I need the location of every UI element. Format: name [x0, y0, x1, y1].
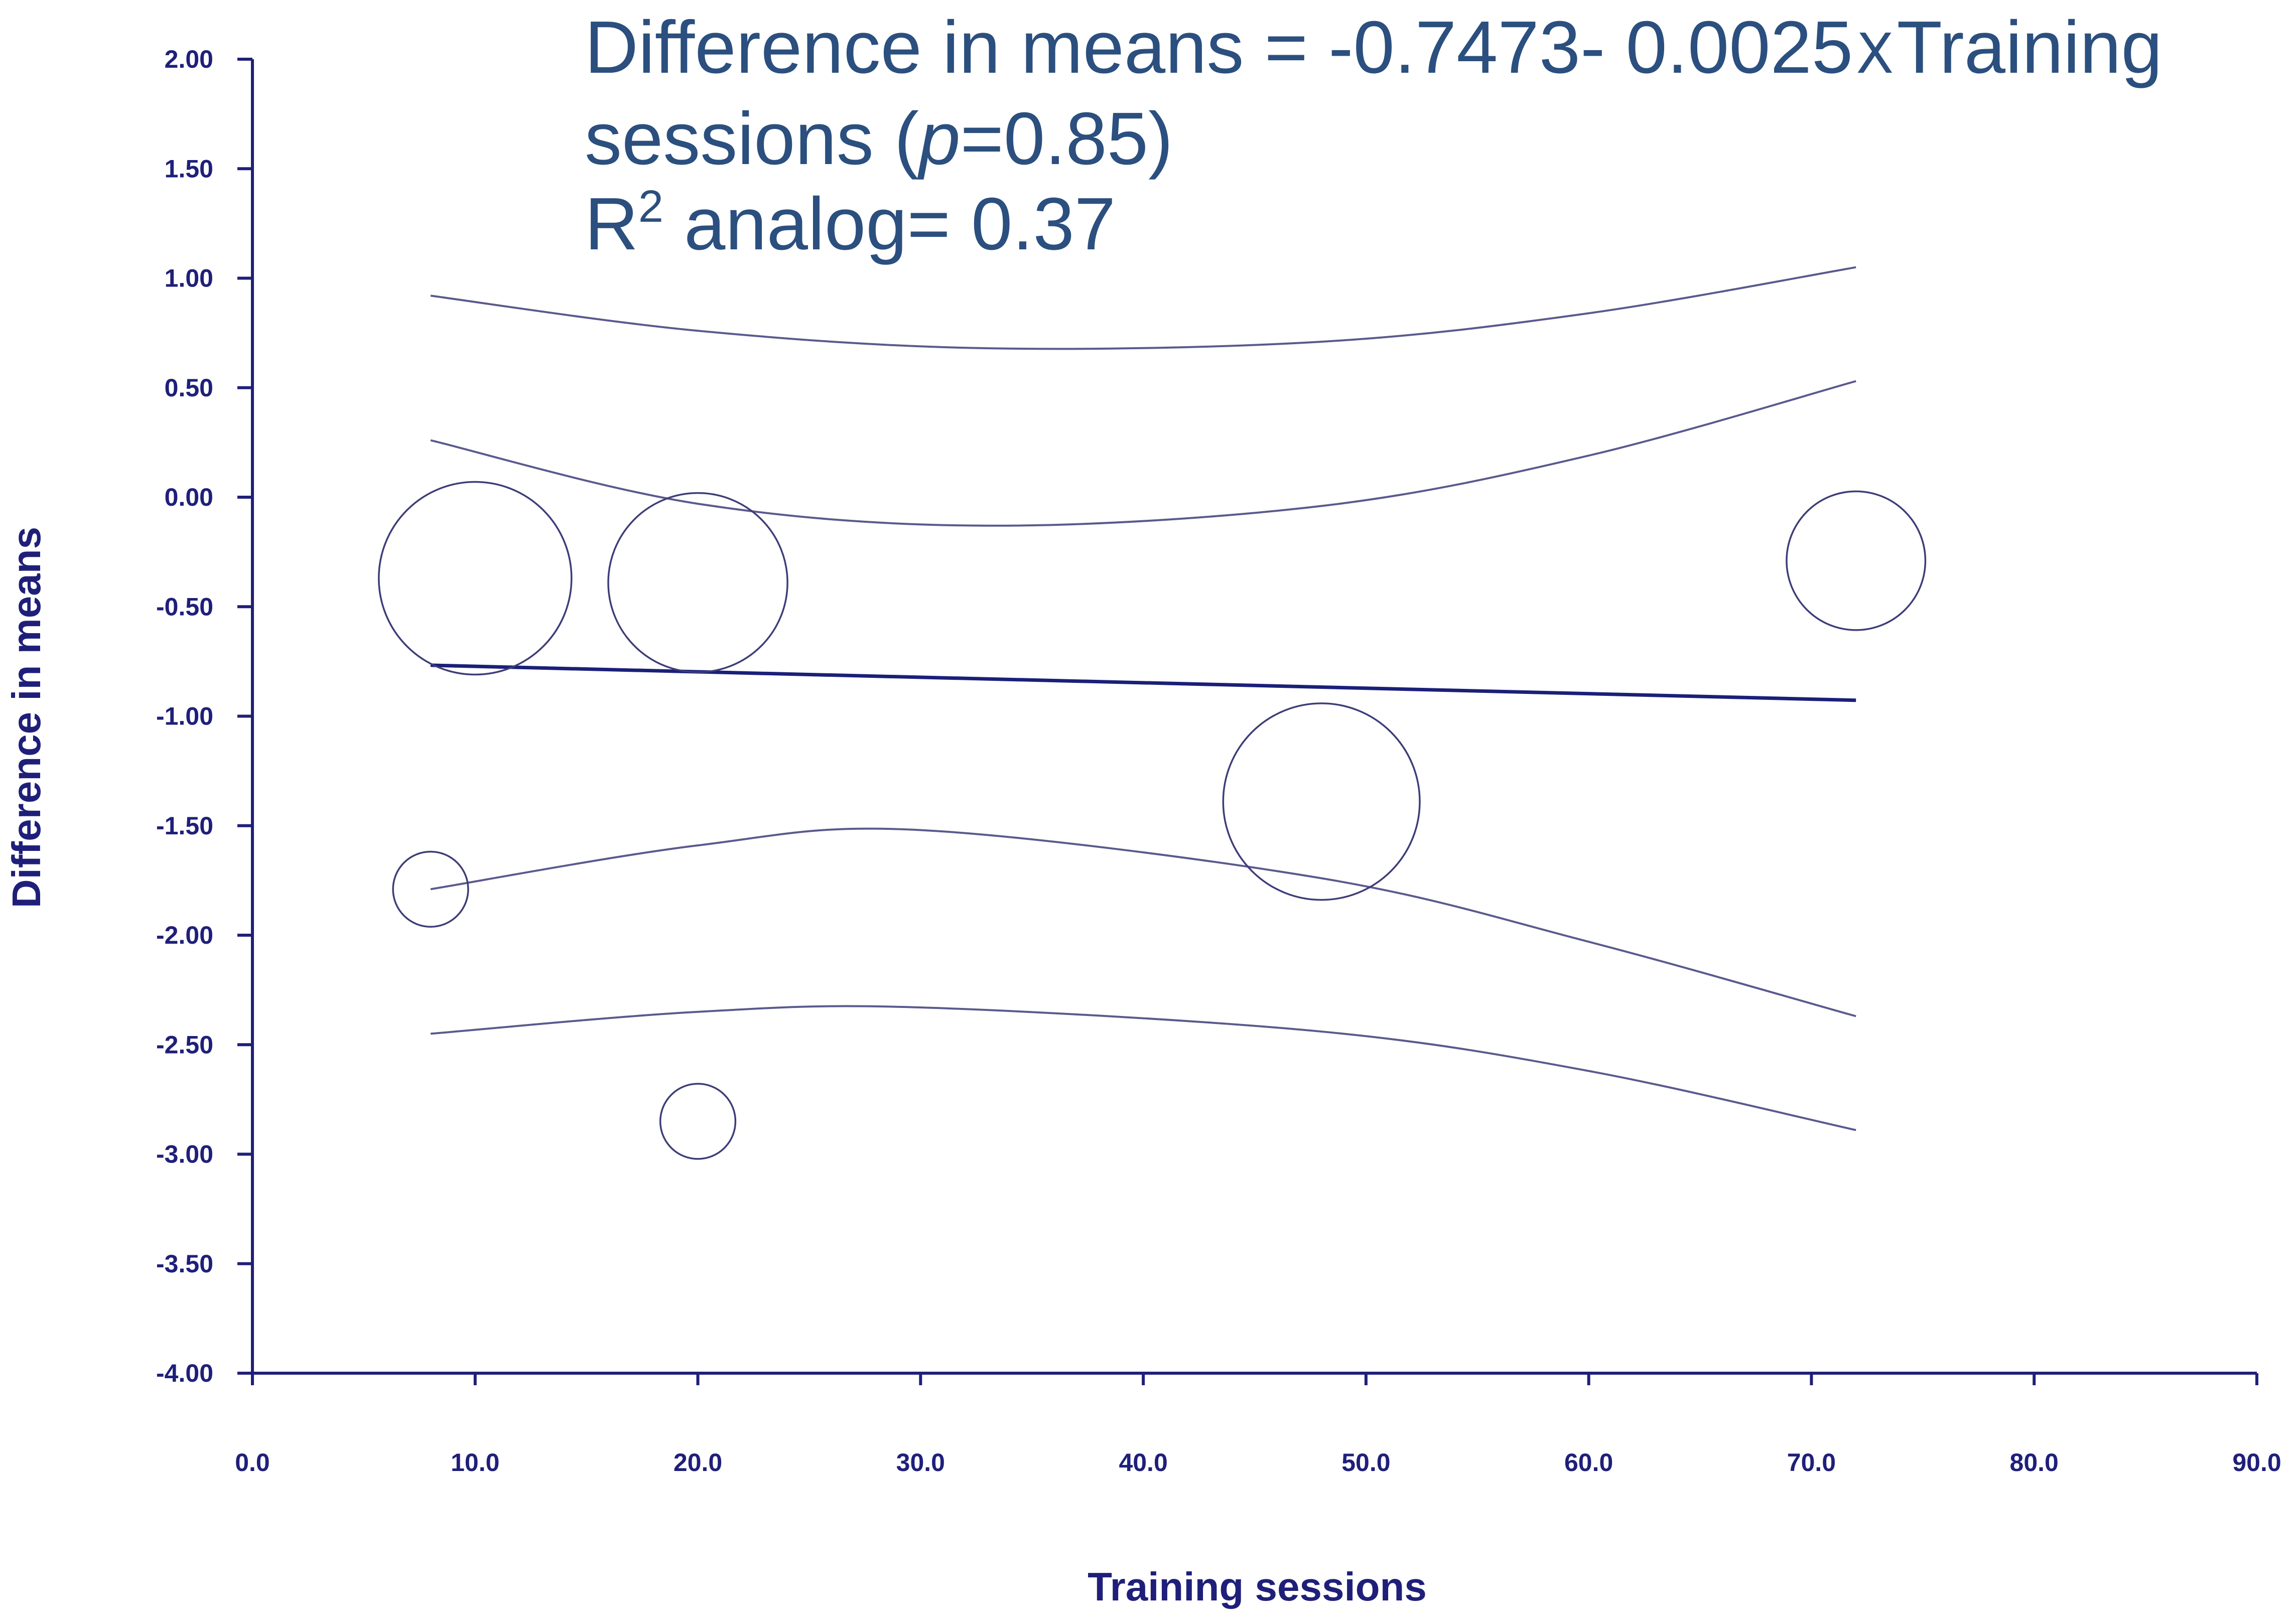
y-tick-label: -3.00: [156, 1140, 213, 1168]
annotation-sessions-label: sessions (: [585, 97, 919, 180]
regression-layer: [430, 663, 1856, 702]
study-point-1: [378, 481, 573, 676]
study-point-5: [392, 850, 469, 928]
x-tick-label: 90.0: [2232, 1448, 2281, 1477]
band-lower-outer: [430, 1005, 1856, 1131]
x-tick-label: 10.0: [451, 1448, 499, 1477]
x-tick-label: 70.0: [1787, 1448, 1836, 1477]
y-tick-label: -3.50: [156, 1250, 213, 1278]
y-tick-label: -2.50: [156, 1031, 213, 1059]
annotation-line-1: Difference in means = -0.7473- 0.0025XTr…: [585, 5, 2163, 96]
annotation-line-2: sessions (p=0.85): [585, 96, 2163, 182]
annotation-p-value: =0.85): [960, 97, 1173, 180]
y-tick-label: -1.00: [156, 702, 213, 730]
annotation-equation-term: Training: [1897, 6, 2163, 89]
band-upper-inner: [430, 380, 1856, 527]
x-tick-label: 0.0: [235, 1448, 270, 1477]
annotation-equation: Difference in means = -0.7473- 0.0025: [585, 6, 1853, 89]
study-point-3: [1786, 490, 1927, 631]
regression-line: [430, 663, 1856, 702]
regression-annotation: Difference in means = -0.7473- 0.0025XTr…: [585, 5, 2163, 267]
y-axis-title: Difference in means: [4, 527, 49, 908]
annotation-r-superscript: 2: [638, 182, 663, 232]
confidence-bands: [430, 266, 1856, 1131]
x-tick-label: 40.0: [1119, 1448, 1167, 1477]
band-upper-outer: [430, 266, 1856, 350]
y-tick-label: -0.50: [156, 593, 213, 621]
x-tick-label: 30.0: [896, 1448, 945, 1477]
x-tick-label: 80.0: [2010, 1448, 2059, 1477]
y-tick-label: -4.00: [156, 1359, 213, 1387]
study-point-2: [607, 492, 788, 673]
annotation-r2-value: analog= 0.37: [663, 183, 1116, 265]
y-tick-label: 2.00: [165, 45, 213, 73]
band-lower-inner: [430, 827, 1856, 1017]
study-point-6: [659, 1083, 737, 1160]
annotation-p-symbol: p: [919, 97, 961, 180]
y-tick-label: 1.50: [165, 155, 213, 183]
y-tick-label: 0.00: [165, 483, 213, 511]
annotation-r-symbol: R: [585, 183, 638, 265]
study-point-4: [1222, 702, 1421, 901]
y-tick-label: -1.50: [156, 812, 213, 840]
x-tick-label: 60.0: [1564, 1448, 1613, 1477]
multiply-symbol: X: [1856, 22, 1894, 86]
x-tick-label: 50.0: [1341, 1448, 1390, 1477]
y-tick-label: -2.00: [156, 921, 213, 949]
study-points: [378, 481, 1927, 1160]
annotation-line-3: R2 analog= 0.37: [585, 182, 2163, 267]
y-tick-label: 1.00: [165, 264, 213, 292]
axes: 2.00 1.50 1.00 0.50 0.00 -0.50 -1.00 -1.50 -2.00…: [156, 45, 2281, 1477]
y-tick-label: 0.50: [165, 374, 213, 402]
x-axis-title: Training sessions: [1088, 1564, 1427, 1609]
x-tick-label: 20.0: [673, 1448, 722, 1477]
